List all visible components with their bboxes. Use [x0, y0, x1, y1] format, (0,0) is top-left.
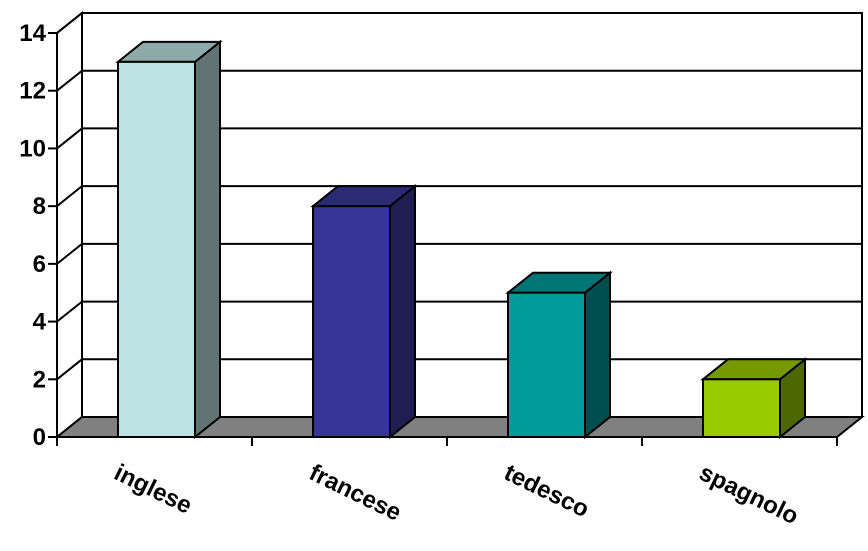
bars: [115, 39, 808, 440]
x-tick-labels: inglese francese tedesco spagnolo: [110, 459, 803, 530]
bar-francese: [310, 184, 418, 440]
y-tick-label: 14: [19, 20, 46, 47]
y-tick-labels: 0 2 4 6 8 10 12 14: [19, 20, 46, 451]
y-tick-label: 2: [33, 366, 46, 393]
y-tick-label: 6: [33, 251, 46, 278]
y-tick-label: 8: [33, 193, 46, 220]
grid-line: [56, 127, 862, 150]
y-tick-label: 4: [33, 309, 47, 336]
bar-front: [507, 291, 586, 439]
bar-side: [389, 184, 416, 440]
y-tick-label: 12: [19, 78, 46, 105]
bar-spagnolo: [700, 357, 808, 440]
bar-front: [312, 205, 391, 438]
bar-inglese: [115, 39, 223, 440]
grid-line: [56, 69, 862, 92]
bar-side: [584, 270, 611, 440]
side-wall: [56, 10, 83, 440]
bar-tedesco: [505, 270, 613, 440]
grid-line: [56, 242, 862, 265]
y-tick-label: 0: [33, 424, 46, 451]
bar-front: [117, 60, 196, 438]
x-tick-label: francese: [305, 459, 406, 527]
bar-side: [194, 39, 221, 440]
grid-lines: [56, 12, 862, 381]
x-tick-label: spagnolo: [695, 459, 803, 530]
grid-line: [56, 12, 862, 34]
x-tick-label: tedesco: [500, 459, 593, 523]
x-tick-label: inglese: [110, 459, 196, 520]
bar-front: [702, 378, 781, 438]
y-tick-label: 10: [19, 135, 46, 162]
grid-line: [56, 185, 862, 207]
